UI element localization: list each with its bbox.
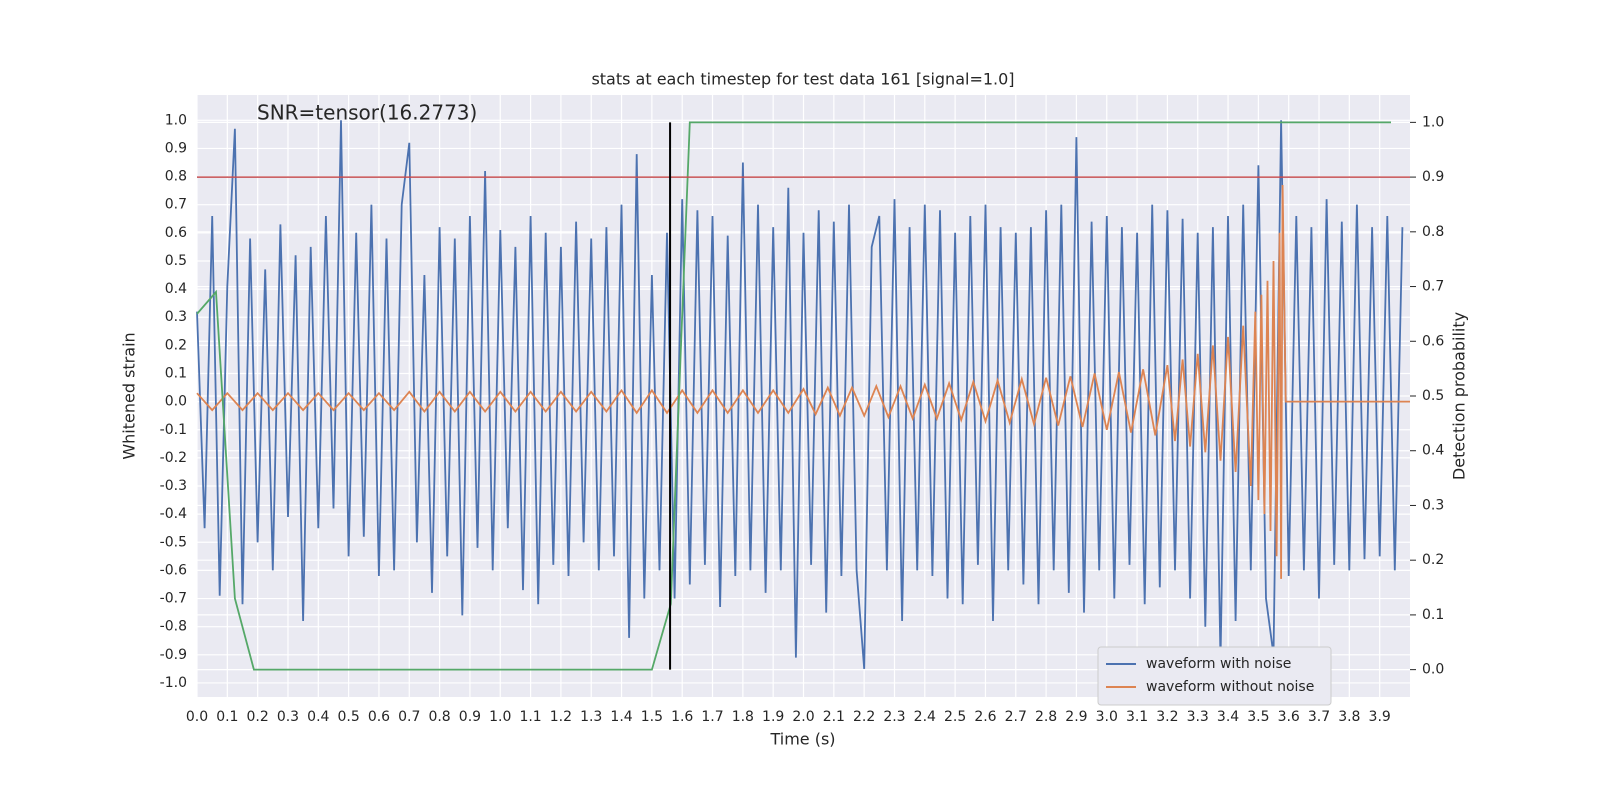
- x-axis-label: Time (s): [769, 730, 835, 749]
- y-tick-label: 0.6: [165, 225, 187, 241]
- x-tick-label: 3.5: [1247, 709, 1269, 725]
- y-tick-label: 0.7: [165, 197, 187, 213]
- chart-title: stats at each timestep for test data 161…: [591, 70, 1014, 89]
- x-tick-label: 0.3: [277, 709, 299, 725]
- x-tick-label: 0.7: [398, 709, 420, 725]
- y-tick-label: 0.3: [165, 309, 187, 325]
- series-line: [196, 184, 1410, 579]
- y2-tick-label: 0.3: [1422, 497, 1444, 513]
- y-tick-label: -1.0: [160, 675, 187, 691]
- y2-tick-label: 0.6: [1422, 333, 1444, 349]
- y2-tick-label: 0.5: [1422, 388, 1444, 404]
- x-tick-label: 0.4: [307, 709, 329, 725]
- x-tick-label: 0.1: [216, 709, 238, 725]
- y-tick-label: -0.4: [160, 506, 187, 522]
- x-tick-label: 2.4: [914, 709, 936, 725]
- x-tick-label: 3.7: [1308, 709, 1330, 725]
- y-tick-label: -0.9: [160, 647, 187, 663]
- y2-tick-label: 0.1: [1422, 607, 1444, 623]
- legend: waveform with noise waveform without nois…: [1097, 646, 1332, 706]
- y2-tick-label: 0.4: [1422, 443, 1444, 459]
- legend-box: [1097, 646, 1332, 706]
- x-tick-label: 1.1: [519, 709, 541, 725]
- y-tick-label: -0.2: [160, 450, 187, 466]
- legend-label: waveform without noise: [1146, 679, 1314, 695]
- x-tick-label: 2.8: [1035, 709, 1057, 725]
- y-tick-label: 1.0: [165, 112, 187, 128]
- y-tick-label: -0.3: [160, 478, 187, 494]
- y2-tick-label: 0.9: [1422, 169, 1444, 185]
- x-tick-label: 0.8: [428, 709, 450, 725]
- x-tick-label: 1.6: [671, 709, 693, 725]
- x-tick-label: 2.1: [823, 709, 845, 725]
- y-tick-label: -0.5: [160, 534, 187, 550]
- x-tick-label: 2.0: [792, 709, 814, 725]
- y2-axis-label: Detection probability: [1450, 312, 1469, 480]
- x-tick-label: 2.3: [883, 709, 905, 725]
- x-tick-label: 3.3: [1187, 709, 1209, 725]
- y-tick-label: 0.4: [165, 281, 187, 297]
- x-tick-label: 3.8: [1338, 709, 1360, 725]
- x-tick-label: 3.0: [1096, 709, 1118, 725]
- x-tick-label: 0.2: [247, 709, 269, 725]
- y2-tick-label: 0.7: [1422, 279, 1444, 295]
- y2-tick-label: 0.0: [1422, 662, 1444, 678]
- x-tick-label: 2.6: [974, 709, 996, 725]
- annotation: SNR=tensor(16.2773): [257, 101, 477, 125]
- x-tick-label: 1.8: [732, 709, 754, 725]
- x-tick-label: 2.5: [944, 709, 966, 725]
- x-tick-label: 3.6: [1278, 709, 1300, 725]
- x-tick-label: 3.2: [1156, 709, 1178, 725]
- y2-tick-label: 0.8: [1422, 224, 1444, 240]
- y-tick-label: -0.8: [160, 619, 187, 635]
- y2-tick-label: 1.0: [1422, 114, 1444, 130]
- x-tick-label: 1.0: [489, 709, 511, 725]
- y2-tick-label: 0.2: [1422, 552, 1444, 568]
- y-tick-label: 0.5: [165, 253, 187, 269]
- x-tick-label: 2.7: [1005, 709, 1027, 725]
- x-tick-label: 1.3: [580, 709, 602, 725]
- y-axis-label: Whitened strain: [120, 332, 139, 459]
- x-tick-label: 3.9: [1369, 709, 1391, 725]
- x-tick-label: 0.5: [337, 709, 359, 725]
- series-line: [196, 120, 1404, 669]
- y-tick-label: -0.6: [160, 562, 187, 578]
- y-tick-label: 0.2: [165, 337, 187, 353]
- x-tick-label: 3.1: [1126, 709, 1148, 725]
- y-tick-label: 0.1: [165, 365, 187, 381]
- x-tick-label: 0.0: [186, 709, 208, 725]
- y-tick-label: -0.7: [160, 591, 187, 607]
- y-tick-label: 0.0: [165, 394, 187, 410]
- y-tick-label: 0.8: [165, 169, 187, 185]
- x-tick-label: 1.9: [762, 709, 784, 725]
- x-tick-label: 1.4: [610, 709, 632, 725]
- y-tick-label: 0.9: [165, 140, 187, 156]
- x-tick-label: 1.7: [701, 709, 723, 725]
- x-tick-label: 0.6: [368, 709, 390, 725]
- legend-label: waveform with noise: [1146, 656, 1291, 672]
- grid: [196, 95, 1410, 697]
- x-tick-label: 0.9: [459, 709, 481, 725]
- y-tick-label: -0.1: [160, 422, 187, 438]
- x-tick-label: 3.4: [1217, 709, 1239, 725]
- series-line: [196, 121, 1391, 671]
- x-tick-label: 1.5: [641, 709, 663, 725]
- marks: [196, 120, 1410, 671]
- x-tick-label: 1.2: [550, 709, 572, 725]
- x-tick-label: 2.2: [853, 709, 875, 725]
- x-tick-label: 2.9: [1065, 709, 1087, 725]
